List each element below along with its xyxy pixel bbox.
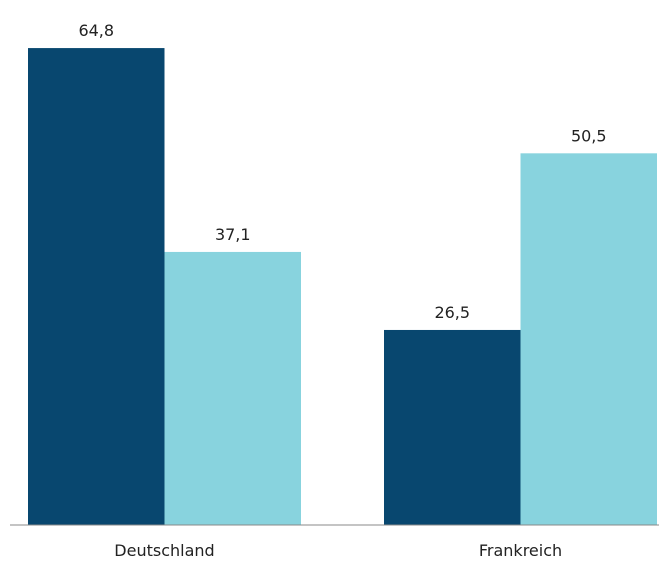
bars-group — [28, 48, 657, 526]
category-label-deutschland: Deutschland — [114, 541, 214, 560]
value-label-deutschland-series-2: 37,1 — [215, 225, 251, 244]
value-label-frankreich-series-1: 26,5 — [434, 303, 470, 322]
category-labels-group: Deutschland Frankreich — [114, 541, 562, 560]
category-label-frankreich: Frankreich — [479, 541, 562, 560]
bar-frankreich-series-1 — [384, 329, 521, 525]
bar-deutschland-series-1 — [28, 48, 165, 526]
bar-deutschland-series-2 — [164, 251, 301, 525]
bar-frankreich-series-2 — [520, 153, 657, 525]
value-label-deutschland-series-1: 64,8 — [78, 21, 114, 40]
value-label-frankreich-series-2: 50,5 — [571, 126, 607, 145]
value-labels-group: 64,8 37,1 26,5 50,5 — [78, 21, 606, 322]
